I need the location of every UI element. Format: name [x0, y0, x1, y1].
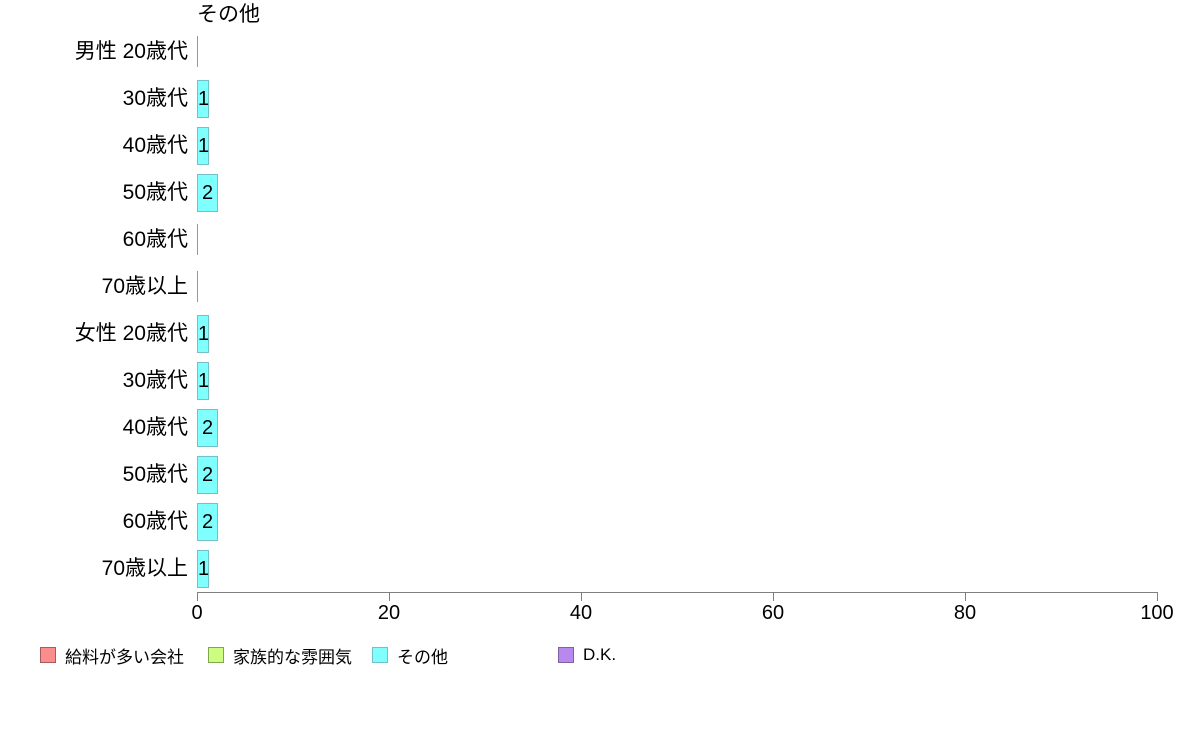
legend-label: D.K. [583, 645, 617, 664]
legend-swatch-icon [208, 647, 224, 663]
bar: 2 [197, 174, 219, 212]
category-label: 40歳代 [122, 416, 188, 439]
bar: 1 [197, 80, 209, 118]
bar-row: 70歳以上 1 [0, 545, 1188, 592]
bar-row: 70歳以上 [0, 263, 1188, 310]
x-axis-tick-label: 60 [761, 602, 785, 624]
bar-row: 50歳代 2 [0, 451, 1188, 498]
category-label: 50歳代 [122, 463, 188, 486]
x-axis-tick-label: 20 [377, 602, 401, 624]
category-label: 50歳代 [122, 181, 188, 204]
bar-row: 60歳代 [0, 216, 1188, 263]
zero-value-bar [197, 271, 198, 302]
bar: 1 [197, 550, 209, 588]
legend-label: 給料が多い会社 [65, 647, 184, 667]
category-label: 60歳代 [122, 228, 188, 251]
legend-label: 家族的な雰囲気 [233, 647, 352, 667]
legend-swatch-icon [40, 647, 56, 663]
bar-row: 男性 20歳代 [0, 28, 1188, 75]
category-label: 60歳代 [122, 510, 188, 533]
bar-row: 50歳代 2 [0, 169, 1188, 216]
x-axis-tick-label: 100 [1140, 602, 1174, 624]
legend-label: その他 [397, 647, 448, 667]
zero-value-bar [197, 36, 198, 67]
bar-row: 40歳代 2 [0, 404, 1188, 451]
x-axis-tick [389, 592, 390, 601]
legend-item: D.K. [558, 645, 616, 665]
bar-row: 30歳代 1 [0, 357, 1188, 404]
x-axis-tick [773, 592, 774, 601]
bar: 1 [197, 127, 209, 165]
bar-row: 30歳代 1 [0, 75, 1188, 122]
legend-item: その他 [372, 645, 448, 667]
category-label: 30歳代 [122, 369, 188, 392]
bar-row: 40歳代 1 [0, 122, 1188, 169]
bar: 2 [197, 503, 219, 541]
bar: 2 [197, 456, 219, 494]
category-label: 30歳代 [122, 87, 188, 110]
legend-item: 給料が多い会社 [40, 645, 184, 667]
zero-value-bar [197, 224, 198, 255]
bar-row: 60歳代 2 [0, 498, 1188, 545]
x-axis-tick-label: 80 [953, 602, 977, 624]
chart-title: その他 [197, 3, 260, 26]
bar: 2 [197, 409, 219, 447]
x-axis-tick [1157, 592, 1158, 601]
category-label: 70歳以上 [101, 275, 188, 298]
bar: 1 [197, 362, 209, 400]
legend-swatch-icon [558, 647, 574, 663]
bar: 1 [197, 315, 209, 353]
x-axis-tick-label: 0 [191, 602, 203, 624]
legend-item: 家族的な雰囲気 [208, 645, 352, 667]
x-axis-tick [581, 592, 582, 601]
category-label: 40歳代 [122, 134, 188, 157]
x-axis-tick [965, 592, 966, 601]
x-axis-line [197, 592, 1158, 593]
x-axis-tick [197, 592, 198, 601]
bar-row: 女性 20歳代 1 [0, 310, 1188, 357]
category-label: 70歳以上 [101, 557, 188, 580]
legend-swatch-icon [372, 647, 388, 663]
x-axis-tick-label: 40 [569, 602, 593, 624]
category-label: 男性 20歳代 [74, 40, 188, 63]
category-label: 女性 20歳代 [74, 322, 188, 345]
